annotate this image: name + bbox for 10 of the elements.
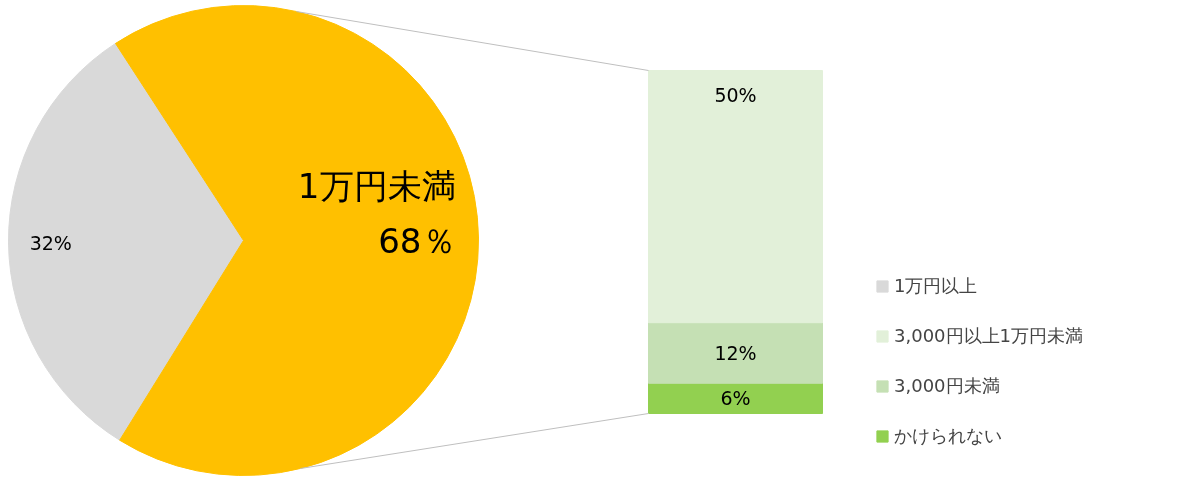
- legend-label: 1万円以上: [894, 274, 978, 298]
- legend-label: かけられない: [894, 424, 1002, 448]
- data-label: 32%: [29, 231, 72, 254]
- data-label: 68％: [378, 220, 456, 261]
- data-label: 12%: [714, 341, 757, 364]
- legend-label: 3,000円未満: [894, 374, 1000, 398]
- slice-label: 1万円未満: [297, 165, 456, 206]
- legend-label: 3,000円以上1万円未満: [894, 324, 1083, 348]
- data-label: 50%: [714, 83, 757, 106]
- data-label: 6%: [720, 387, 751, 410]
